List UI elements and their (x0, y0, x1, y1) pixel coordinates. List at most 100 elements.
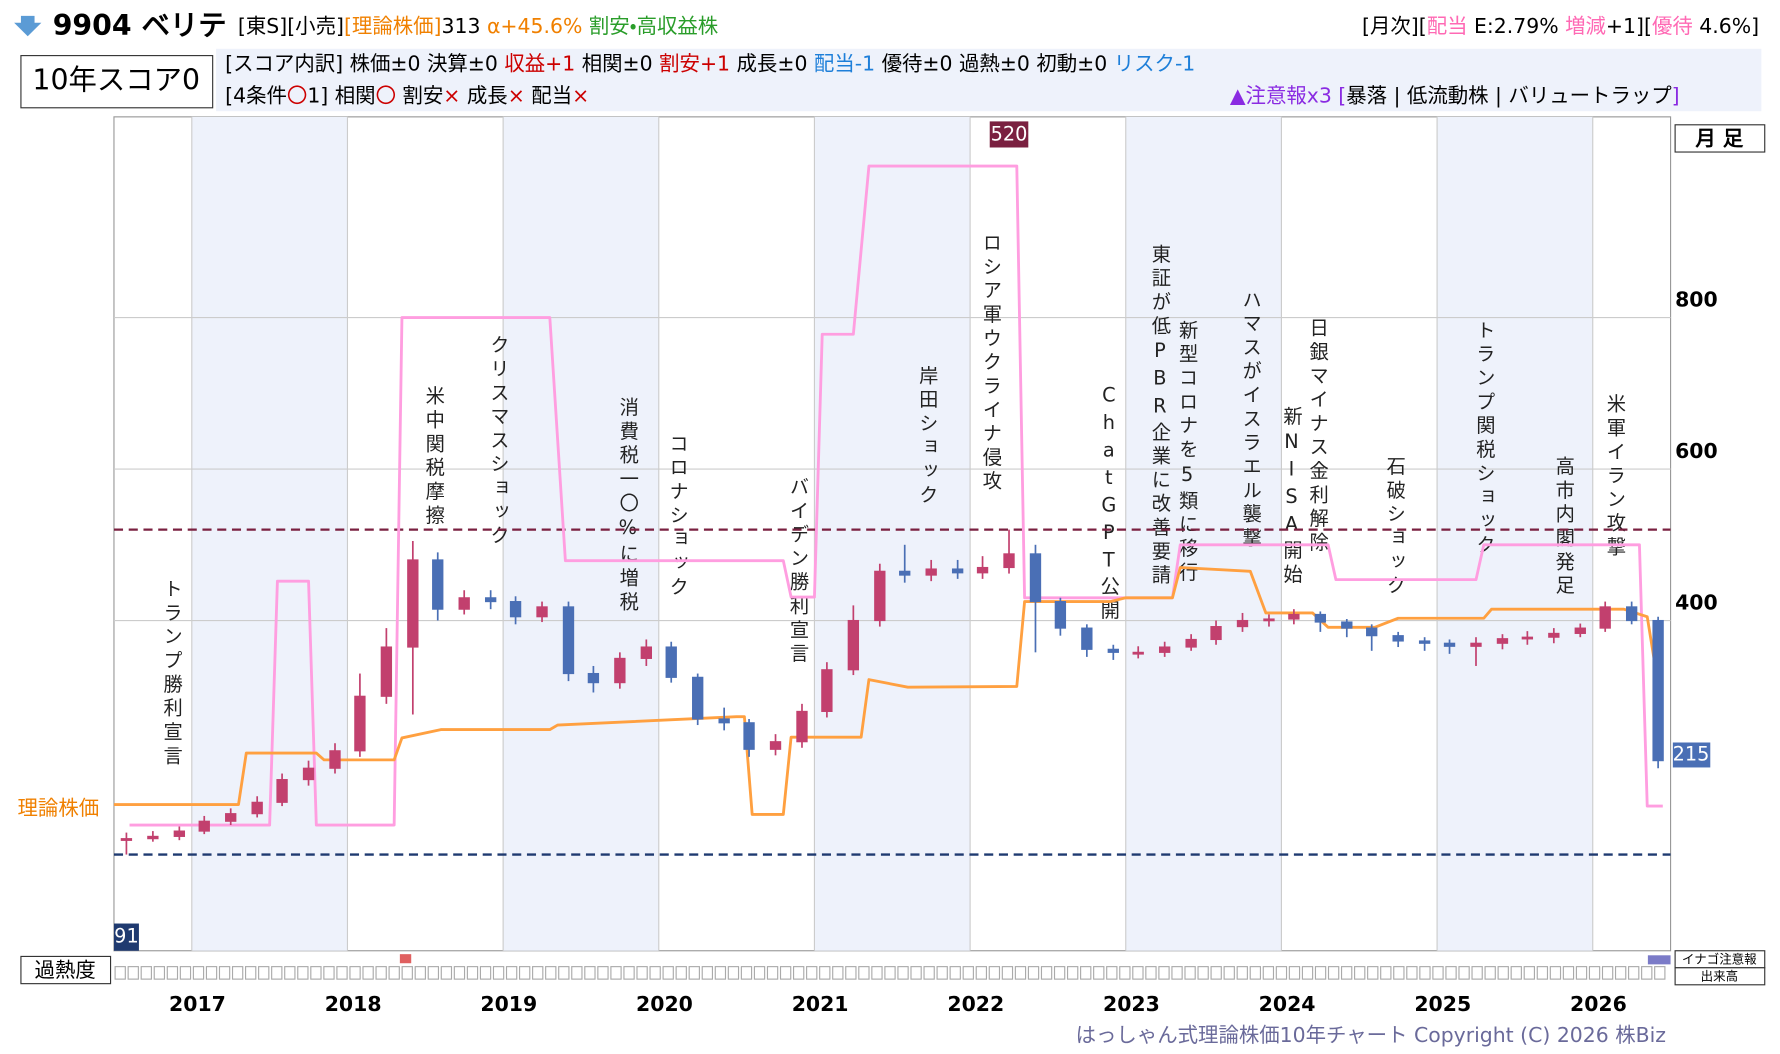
heat-cell (1014, 966, 1027, 980)
heat-cell (558, 966, 570, 980)
heat-cell (766, 966, 779, 980)
candle-body (665, 646, 677, 678)
heat-cell (1523, 966, 1535, 980)
candle-body (198, 820, 210, 832)
header-segment: 〇 (376, 83, 396, 107)
y-tick-label: 400 (1675, 591, 1718, 615)
heat-cell (988, 966, 1001, 980)
heat-cell (127, 966, 139, 980)
heat-cell (349, 966, 361, 980)
heat-cell (140, 966, 152, 980)
heat-cell (166, 966, 179, 980)
header-segment: 配当-1 (814, 52, 875, 76)
heat-cell (1027, 966, 1040, 980)
heat-cell (153, 966, 166, 980)
heat-cell (1484, 966, 1496, 980)
candle-body (354, 695, 366, 752)
volume-box (1674, 967, 1766, 986)
candle-body (1288, 613, 1300, 620)
x-tick-label: 2026 (1570, 992, 1627, 1016)
candle-body (1341, 621, 1353, 629)
heat-cell (479, 966, 492, 980)
candle-body (1263, 618, 1275, 622)
candle-body (614, 657, 626, 684)
heat-cell (218, 966, 231, 980)
header-segment: リスク-1 (1114, 52, 1196, 76)
header-segment: [東S][小売] (238, 14, 344, 38)
heat-cell (636, 966, 648, 980)
heat-cell (505, 966, 518, 980)
event-annotation: 日銀マイナス金利解除 (1306, 318, 1329, 556)
period-label: 月 足 (1694, 127, 1744, 151)
candle-body (509, 601, 522, 618)
header-segment: 増減 (1565, 14, 1606, 38)
event-annotation: クリスマスショック (487, 335, 510, 549)
x-tick-label: 2024 (1259, 992, 1316, 1016)
heat-cell (727, 966, 740, 980)
heat-cell (192, 966, 205, 980)
period-box (1674, 124, 1766, 153)
header-row: ▲注意報x3 [暴落 | 低流動株 | バリュートラップ] (1230, 83, 1680, 108)
candle-body (692, 676, 704, 720)
event-annotation: ChatGPT公開 (1097, 383, 1120, 623)
header-segment: [月次][ (1362, 14, 1427, 38)
heat-cell (1641, 966, 1653, 980)
candle-body (925, 568, 937, 576)
heat-cell (231, 966, 244, 980)
candle-body (432, 559, 444, 610)
heat-cell (1445, 966, 1457, 980)
candle-body (1029, 553, 1042, 603)
heat-cell (1367, 966, 1379, 980)
header-segment: 相関±0 (575, 52, 659, 76)
heat-cell (427, 966, 440, 980)
heat-cell (688, 966, 700, 980)
x-tick-label: 2018 (325, 992, 382, 1016)
heat-cell (1471, 966, 1483, 980)
candle-body (1443, 642, 1456, 647)
candle-body (1054, 601, 1067, 629)
heat-cell (610, 966, 622, 980)
candle-body (1599, 606, 1611, 629)
heat-cell (1106, 966, 1118, 980)
heat-cell (1288, 966, 1301, 980)
candle-body (1625, 606, 1638, 622)
heat-cell (1001, 966, 1014, 980)
heat-marker (399, 954, 412, 964)
candle-body (1107, 648, 1119, 653)
candle-body (120, 838, 133, 841)
header-segment: +1][ (1606, 14, 1652, 38)
series-line (113, 566, 1663, 816)
candle-body (976, 566, 989, 574)
heat-cell (701, 966, 714, 980)
candle-body (329, 750, 341, 769)
heat-cell (1549, 966, 1562, 980)
heat-label: 過熱度 (35, 958, 96, 982)
score-text: 10年スコア0 (32, 64, 200, 97)
arrow-icon (14, 15, 42, 37)
header-row: [月次][配当 E:2.79% 増減+1][優待 4.6%] (1362, 14, 1759, 38)
heat-cell (832, 966, 844, 980)
heat-cell (1262, 966, 1275, 980)
candle-body (302, 767, 315, 781)
heat-cell (414, 966, 426, 980)
candle-body (743, 722, 755, 750)
heat-cell (806, 966, 818, 980)
header-segment: 1] 相関 (307, 83, 375, 107)
heat-cell (205, 966, 218, 980)
event-annotation: 東証が低PBR企業に改善要請 (1148, 244, 1171, 589)
header-segment: 暴落 | 低流動株 | バリュートラップ (1346, 83, 1672, 108)
heat-cell (1406, 966, 1418, 980)
heat-cell (1393, 966, 1405, 980)
header-segment: 4.6%] (1693, 14, 1759, 38)
heat-cell (545, 966, 557, 980)
inago-marker (1647, 955, 1671, 965)
candle-body (173, 830, 186, 837)
header-segment: 配当 (525, 83, 572, 107)
series-label: 理論株価 (18, 796, 100, 820)
heat-box (20, 955, 112, 985)
candle-body (1159, 646, 1171, 653)
header-segment: ] (1672, 83, 1680, 107)
heat-cell (910, 966, 922, 980)
candle-body (1574, 627, 1586, 634)
